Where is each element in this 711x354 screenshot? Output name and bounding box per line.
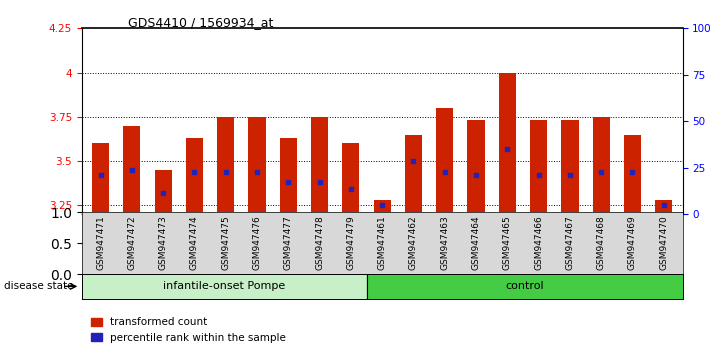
Text: GSM947463: GSM947463 xyxy=(440,216,449,270)
Text: GSM947466: GSM947466 xyxy=(534,216,543,270)
Bar xyxy=(279,138,297,214)
Bar xyxy=(498,73,516,214)
Bar xyxy=(342,143,360,214)
Text: GSM947468: GSM947468 xyxy=(597,216,606,270)
Text: GSM947472: GSM947472 xyxy=(127,216,137,270)
Bar xyxy=(186,138,203,214)
Text: GSM947473: GSM947473 xyxy=(159,216,168,270)
Text: GSM947462: GSM947462 xyxy=(409,216,418,270)
Text: GSM947474: GSM947474 xyxy=(190,216,199,270)
Bar xyxy=(561,120,579,214)
Legend: transformed count, percentile rank within the sample: transformed count, percentile rank withi… xyxy=(87,313,290,347)
Bar xyxy=(373,200,391,214)
Text: GSM947478: GSM947478 xyxy=(315,216,324,270)
Text: infantile-onset Pompe: infantile-onset Pompe xyxy=(163,281,285,291)
Bar xyxy=(366,274,683,299)
Text: GSM947479: GSM947479 xyxy=(346,216,356,270)
Bar xyxy=(655,200,673,214)
Bar xyxy=(592,117,610,214)
Text: disease state: disease state xyxy=(4,281,73,291)
Bar xyxy=(530,120,547,214)
Text: GSM947477: GSM947477 xyxy=(284,216,293,270)
Bar xyxy=(154,170,172,214)
Text: GSM947465: GSM947465 xyxy=(503,216,512,270)
Text: GSM947464: GSM947464 xyxy=(471,216,481,270)
Bar xyxy=(436,108,454,214)
Bar xyxy=(248,117,266,214)
Text: GSM947476: GSM947476 xyxy=(252,216,262,270)
Bar xyxy=(82,274,366,299)
Text: GSM947471: GSM947471 xyxy=(96,216,105,270)
Bar xyxy=(311,117,328,214)
Bar xyxy=(467,120,485,214)
Text: GSM947470: GSM947470 xyxy=(659,216,668,270)
Text: GDS4410 / 1569934_at: GDS4410 / 1569934_at xyxy=(128,16,273,29)
Bar xyxy=(624,135,641,214)
Bar xyxy=(92,143,109,214)
Bar xyxy=(217,117,235,214)
Text: GSM947469: GSM947469 xyxy=(628,216,637,270)
Text: control: control xyxy=(506,281,544,291)
Bar xyxy=(123,126,141,214)
Text: GSM947467: GSM947467 xyxy=(565,216,574,270)
Bar xyxy=(405,135,422,214)
Text: GSM947461: GSM947461 xyxy=(378,216,387,270)
Text: GSM947475: GSM947475 xyxy=(221,216,230,270)
